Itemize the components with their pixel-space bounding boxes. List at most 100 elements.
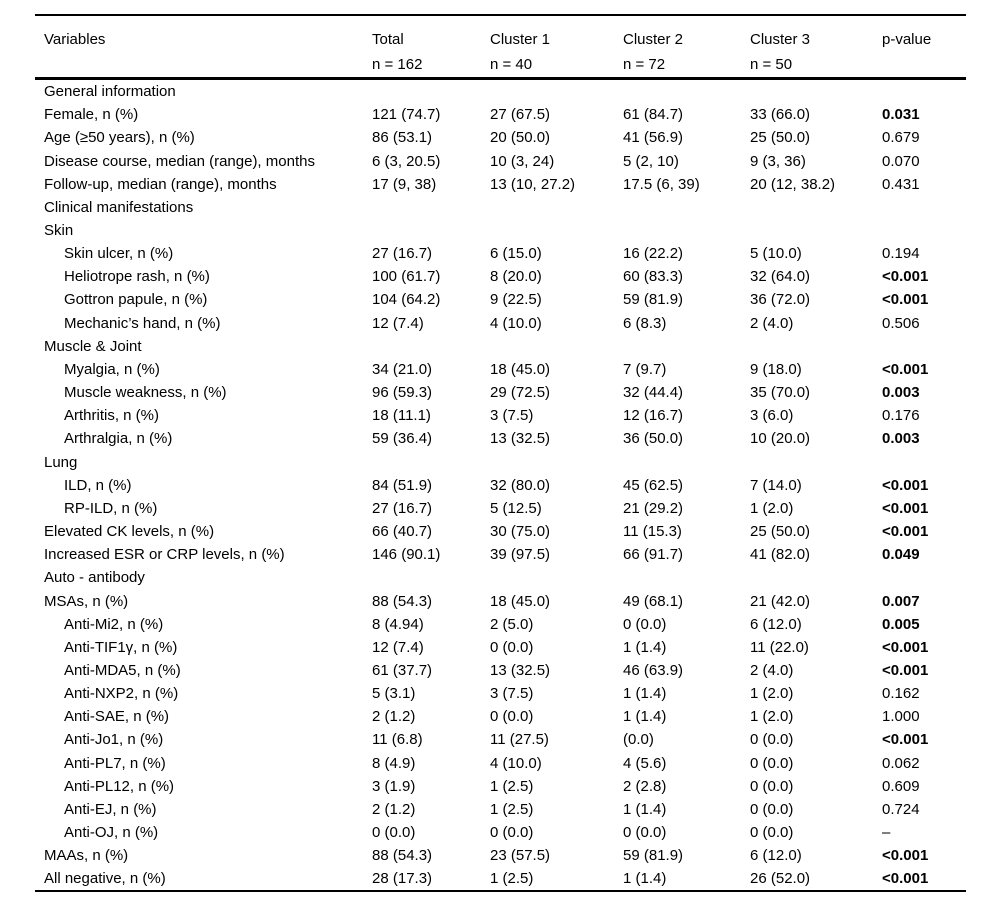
cell-cluster1: 32 (80.0) xyxy=(490,476,551,494)
section-row: Muscle & Joint xyxy=(35,335,966,358)
cell-cluster1: 8 (20.0) xyxy=(490,268,542,286)
cell-cluster3: 25 (50.0) xyxy=(750,523,811,541)
cell-cluster1: 3 (7.5) xyxy=(490,685,534,703)
section-label: Skin xyxy=(44,222,74,240)
row-label: ILD, n (%) xyxy=(64,476,132,494)
subheader-n-cluster3: n = 50 xyxy=(750,56,793,73)
table-header: Variables Total Cluster 1 Cluster 2 Clus… xyxy=(35,16,966,80)
cell-pvalue: <0.001 xyxy=(882,638,929,656)
cell-cluster1: 29 (72.5) xyxy=(490,384,551,402)
row-label: Follow-up, median (range), months xyxy=(44,175,277,193)
cell-cluster1: 13 (32.5) xyxy=(490,661,551,679)
cell-pvalue: <0.001 xyxy=(882,268,929,286)
cell-cluster2: 0 (0.0) xyxy=(623,615,667,633)
table-row: Disease course, median (range), months 6 … xyxy=(35,149,966,172)
table-row: Anti-PL7, n (%) 8 (4.9) 4 (10.0) 4 (5.6) 0 (… xyxy=(35,752,966,775)
cell-pvalue: 0.679 xyxy=(882,129,920,147)
row-label: Anti-OJ, n (%) xyxy=(64,824,159,842)
table-row: Heliotrope rash, n (%) 100 (61.7) 8 (20.0)… xyxy=(35,265,966,288)
table-row: Anti-NXP2, n (%) 5 (3.1) 3 (7.5) 1 (1.4) 1 (… xyxy=(35,682,966,705)
cell-cluster1: 20 (50.0) xyxy=(490,129,551,147)
cell-cluster2: 16 (22.2) xyxy=(623,245,684,263)
section-label: Clinical manifestations xyxy=(44,198,194,216)
cell-total: 8 (4.9) xyxy=(372,754,416,772)
cell-cluster3: 2 (4.0) xyxy=(750,661,794,679)
cell-cluster1: 5 (12.5) xyxy=(490,499,542,517)
section-label: Lung xyxy=(44,453,78,471)
cell-cluster1: 9 (22.5) xyxy=(490,291,542,309)
column-header-total: Total xyxy=(372,30,404,48)
cell-cluster2: 1 (1.4) xyxy=(623,870,667,888)
cell-cluster2: (0.0) xyxy=(623,731,654,749)
row-label: Myalgia, n (%) xyxy=(64,360,160,378)
cell-cluster2: 0 (0.0) xyxy=(623,824,667,842)
subheader-n-cluster1: n = 40 xyxy=(490,56,533,73)
row-label: Anti-Jo1, n (%) xyxy=(64,731,164,749)
row-label: Age (≥50 years), n (%) xyxy=(44,129,195,147)
cell-cluster1: 23 (57.5) xyxy=(490,847,551,865)
table-row: Myalgia, n (%) 34 (21.0) 18 (45.0) 7 (9.7) 9… xyxy=(35,358,966,381)
cell-total: 66 (40.7) xyxy=(372,523,433,541)
table-row: All negative, n (%) 28 (17.3) 1 (2.5) 1 (1.… xyxy=(35,867,966,890)
cell-cluster2: 6 (8.3) xyxy=(623,314,667,332)
cell-total: 27 (16.7) xyxy=(372,245,433,263)
cell-cluster3: 1 (2.0) xyxy=(750,499,794,517)
cell-total: 28 (17.3) xyxy=(372,870,433,888)
cell-pvalue: 0.062 xyxy=(882,754,920,772)
cell-pvalue: 0.194 xyxy=(882,245,920,263)
cell-pvalue: 0.049 xyxy=(882,546,920,564)
row-label: Disease course, median (range), months xyxy=(44,152,315,170)
cell-cluster2: 60 (83.3) xyxy=(623,268,684,286)
subheader-n-total: n = 162 xyxy=(372,56,423,73)
table-row: Anti-Mi2, n (%) 8 (4.94) 2 (5.0) 0 (0.0) 6 (… xyxy=(35,613,966,636)
section-label: General information xyxy=(44,83,176,101)
cell-pvalue: <0.001 xyxy=(882,870,929,888)
cell-cluster2: 2 (2.8) xyxy=(623,777,667,795)
row-label: Anti-PL7, n (%) xyxy=(64,754,166,772)
cell-pvalue: <0.001 xyxy=(882,499,929,517)
table-row: Anti-MDA5, n (%) 61 (37.7) 13 (32.5) 46 (63… xyxy=(35,659,966,682)
cell-cluster3: 21 (42.0) xyxy=(750,592,811,610)
cell-cluster2: 1 (1.4) xyxy=(623,708,667,726)
table-row: Anti-SAE, n (%) 2 (1.2) 0 (0.0) 1 (1.4) 1 (2… xyxy=(35,705,966,728)
cell-pvalue: 0.431 xyxy=(882,175,920,193)
cell-pvalue: <0.001 xyxy=(882,291,929,309)
row-label: All negative, n (%) xyxy=(44,870,166,888)
row-label: Muscle weakness, n (%) xyxy=(64,384,227,402)
cell-pvalue: 0.003 xyxy=(882,384,920,402)
cell-cluster2: 32 (44.4) xyxy=(623,384,684,402)
cell-cluster1: 13 (32.5) xyxy=(490,430,551,448)
cell-pvalue: 0.070 xyxy=(882,152,920,170)
column-header-variables: Variables xyxy=(44,30,106,48)
cell-total: 18 (11.1) xyxy=(372,407,431,425)
column-header-pvalue: p-value xyxy=(882,30,932,48)
cell-cluster3: 0 (0.0) xyxy=(750,777,794,795)
cell-cluster3: 36 (72.0) xyxy=(750,291,811,309)
table-row: Arthritis, n (%) 18 (11.1) 3 (7.5) 12 (16.7… xyxy=(35,404,966,427)
table-row: Age (≥50 years), n (%) 86 (53.1) 20 (50.0)… xyxy=(35,126,966,149)
cell-cluster3: 25 (50.0) xyxy=(750,129,811,147)
row-label: Heliotrope rash, n (%) xyxy=(64,268,210,286)
cell-total: 6 (3, 20.5) xyxy=(372,152,441,170)
row-label: Gottron papule, n (%) xyxy=(64,291,208,309)
cell-total: 84 (51.9) xyxy=(372,476,433,494)
table-row: Anti-OJ, n (%) 0 (0.0) 0 (0.0) 0 (0.0) 0 (0.… xyxy=(35,821,966,844)
cell-total: 2 (1.2) xyxy=(372,708,416,726)
cell-cluster1: 27 (67.5) xyxy=(490,106,551,124)
table-row: Muscle weakness, n (%) 96 (59.3) 29 (72.5)… xyxy=(35,381,966,404)
cell-total: 104 (64.2) xyxy=(372,291,441,309)
cell-cluster2: 11 (15.3) xyxy=(623,523,682,541)
table-row: MAAs, n (%) 88 (54.3) 23 (57.5) 59 (81.9) 6 … xyxy=(35,844,966,867)
cell-cluster3: 6 (12.0) xyxy=(750,847,802,865)
cell-total: 146 (90.1) xyxy=(372,546,441,564)
cell-cluster3: 6 (12.0) xyxy=(750,615,802,633)
cell-total: 3 (1.9) xyxy=(372,777,416,795)
section-label: Auto - antibody xyxy=(44,569,145,587)
row-label: Anti-EJ, n (%) xyxy=(64,800,157,818)
cell-cluster3: 0 (0.0) xyxy=(750,731,794,749)
cell-total: 34 (21.0) xyxy=(372,360,433,378)
column-header-cluster1: Cluster 1 xyxy=(490,30,551,48)
cell-cluster3: 33 (66.0) xyxy=(750,106,811,124)
row-label: Arthralgia, n (%) xyxy=(64,430,173,448)
